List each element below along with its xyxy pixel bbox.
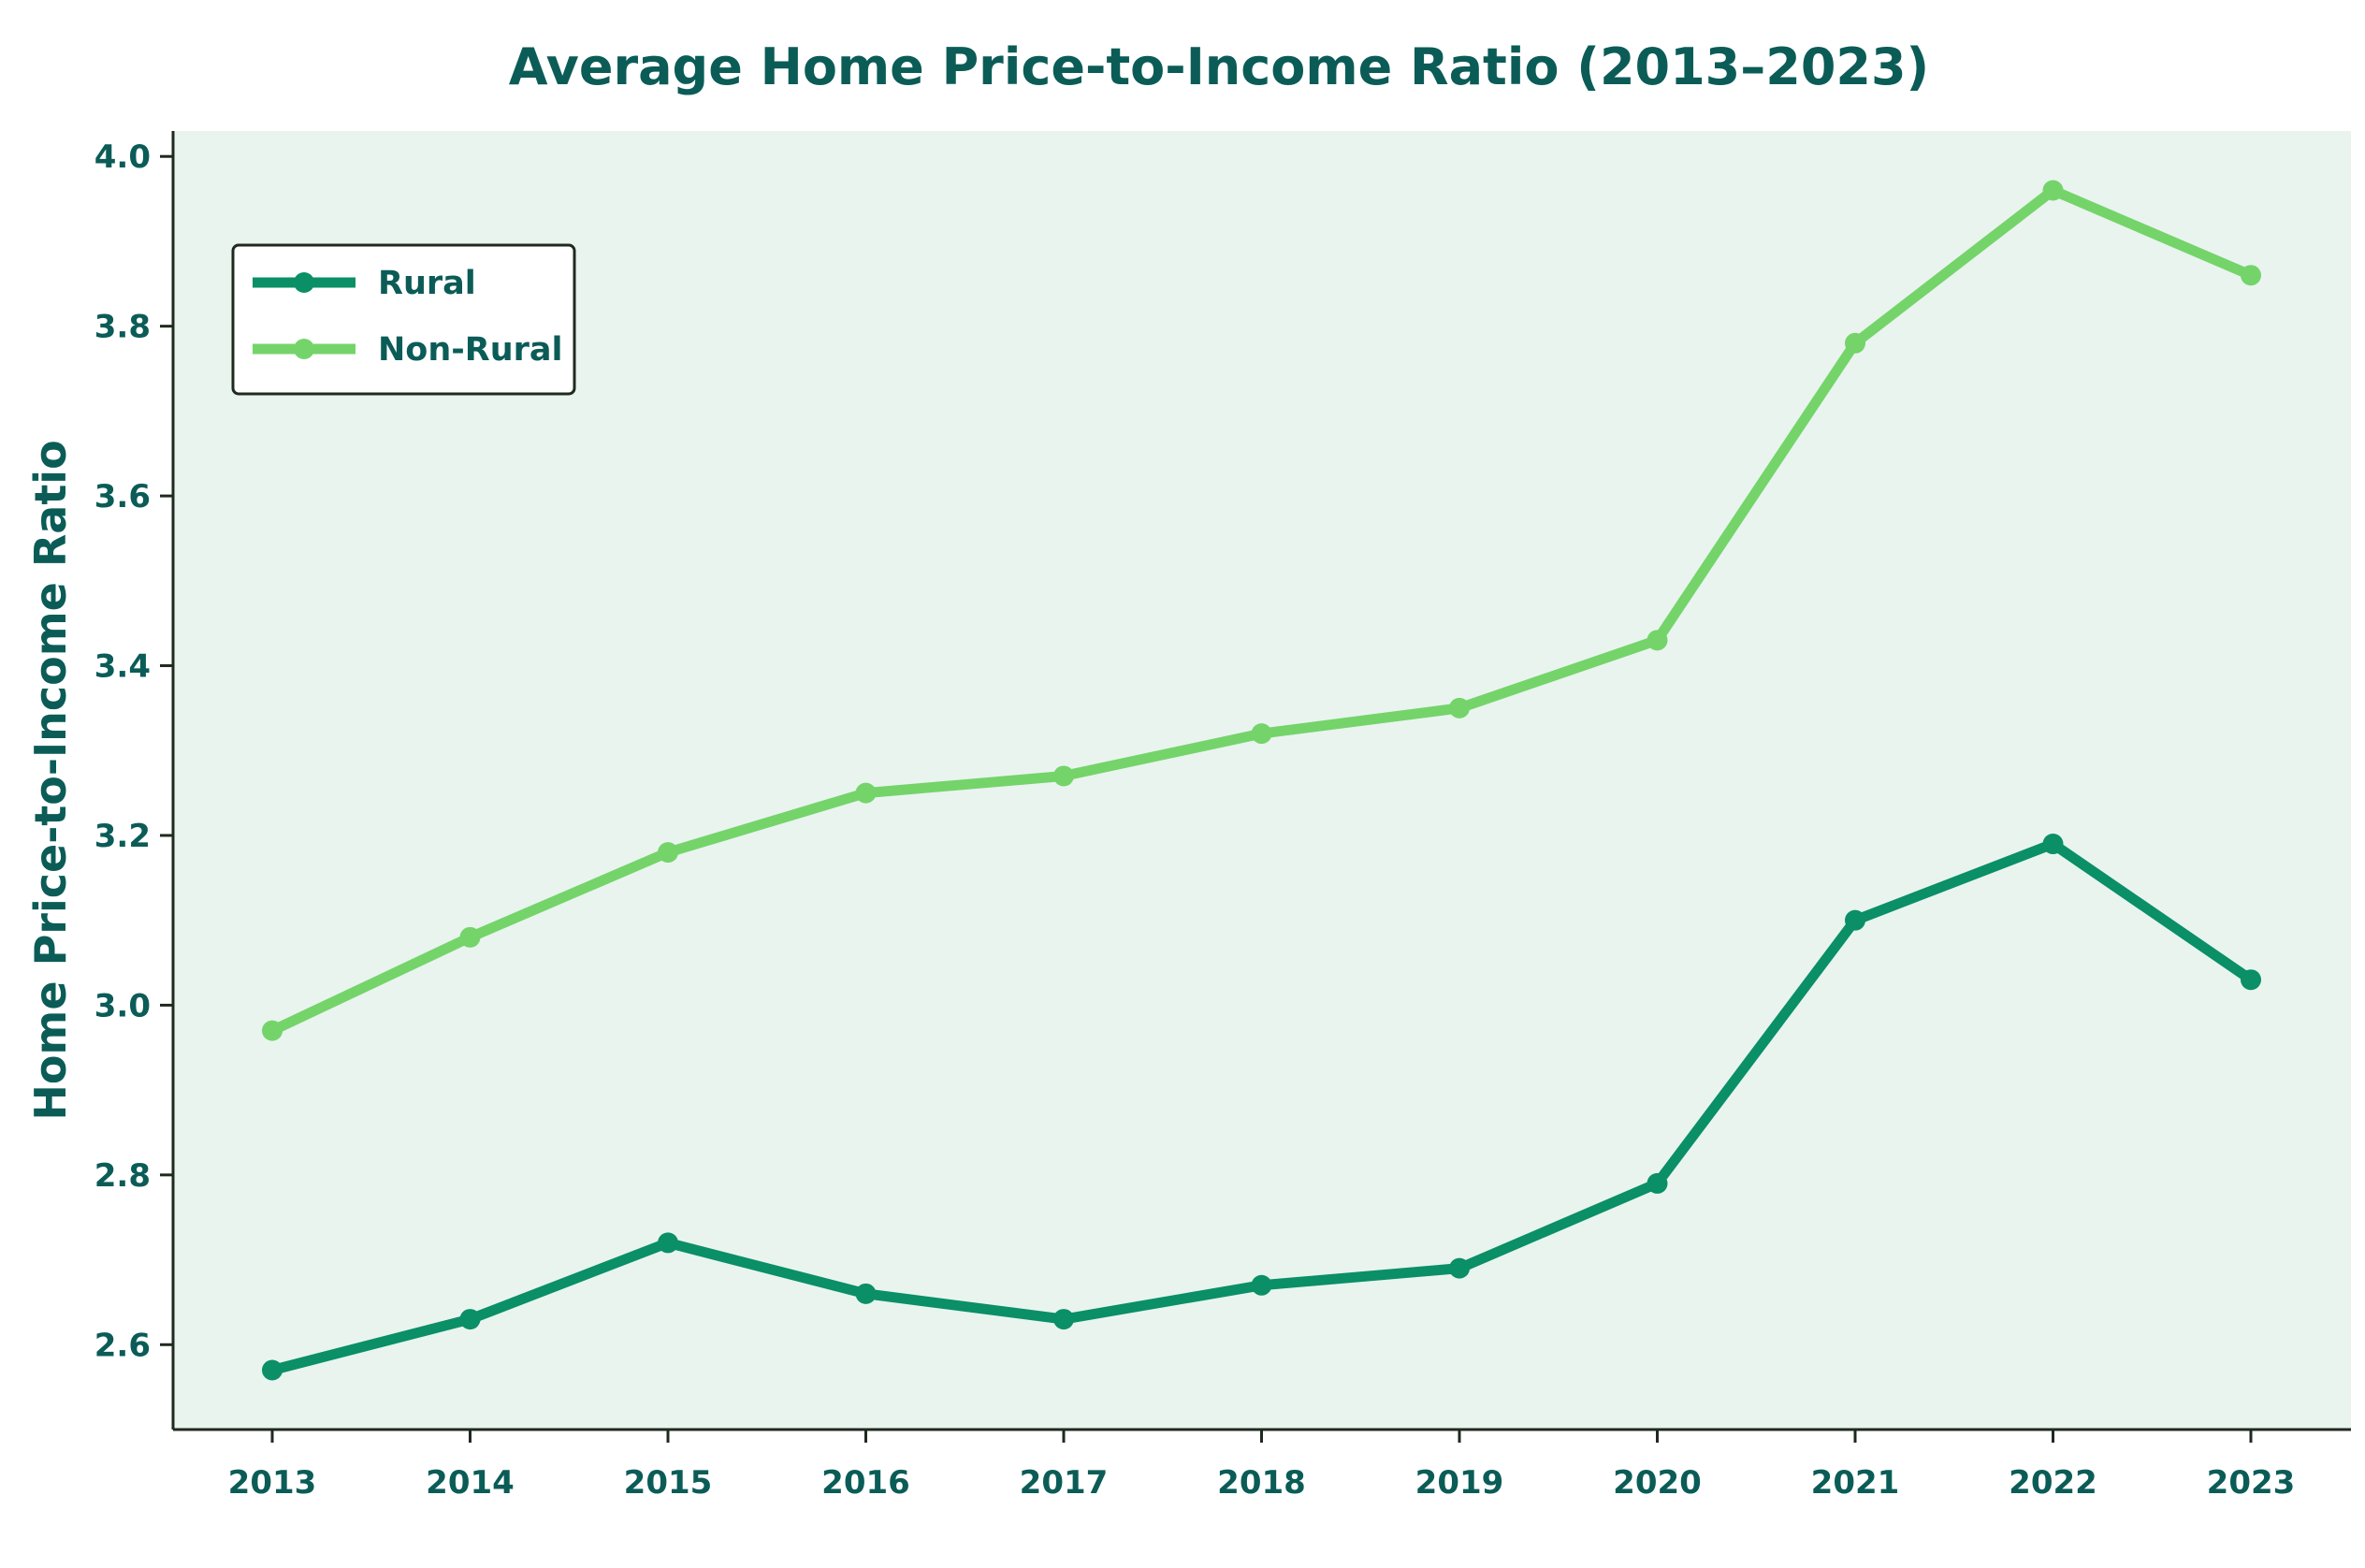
y-axis: 2.6 2.8 3.0 3.2 3.4 3.6 3.8 4.0 [94,138,173,1364]
x-tick-label: 2013 [228,1464,317,1502]
data-point [2241,265,2261,286]
x-tick-label: 2016 [821,1464,910,1502]
legend: Rural Non-Rural [231,243,576,396]
x-tick-label: 2020 [1613,1464,1702,1502]
x-tick-label: 2015 [624,1464,713,1502]
data-point [1251,1274,1272,1296]
chart-title: Average Home Price-to-Income Ratio (2013… [509,37,1929,96]
x-tick-label: 2014 [426,1464,515,1502]
data-point [1845,332,1865,354]
y-tick-label: 2.6 [94,1327,151,1364]
y-tick-label: 2.8 [94,1157,151,1195]
data-point [658,1232,678,1254]
series-layer [262,180,2261,1381]
x-tick-label: 2022 [2009,1464,2097,1502]
data-point [262,1020,283,1041]
legend-label: Rural [378,265,476,302]
data-point [2042,834,2064,855]
legend-marker [294,272,314,293]
y-axis-label: Home Price-to-Income Ratio [25,440,76,1120]
legend-label: Non-Rural [378,331,563,369]
data-point [1449,1257,1470,1279]
y-tick-label: 4.0 [94,138,151,176]
x-tick-label: 2017 [1020,1464,1109,1502]
data-point [1647,630,1668,651]
data-point [855,1283,877,1304]
x-tick-label: 2021 [1811,1464,1900,1502]
data-point [1053,765,1074,787]
data-point [1647,1172,1668,1194]
data-point [1053,1309,1074,1330]
x-axis: 2013 2014 2015 2016 2017 2018 2019 2020 2021 2022… [228,1430,2296,1502]
y-tick-label: 3.6 [94,478,151,515]
x-tick-label: 2018 [1217,1464,1306,1502]
y-tick-label: 3.4 [94,648,151,686]
data-point [658,842,678,864]
data-point [855,782,877,804]
data-point [1449,697,1470,719]
x-tick-label: 2023 [2207,1464,2296,1502]
data-point [2241,969,2261,991]
legend-marker [294,339,314,359]
data-point [2042,180,2064,201]
data-point [262,1359,283,1381]
y-tick-label: 3.0 [94,987,151,1024]
data-point [459,1309,481,1330]
data-point [1845,909,1865,931]
y-tick-label: 3.8 [94,309,151,346]
data-point [1251,723,1272,745]
x-tick-label: 2019 [1415,1464,1504,1502]
data-point [459,926,481,948]
y-tick-label: 3.2 [94,818,151,855]
